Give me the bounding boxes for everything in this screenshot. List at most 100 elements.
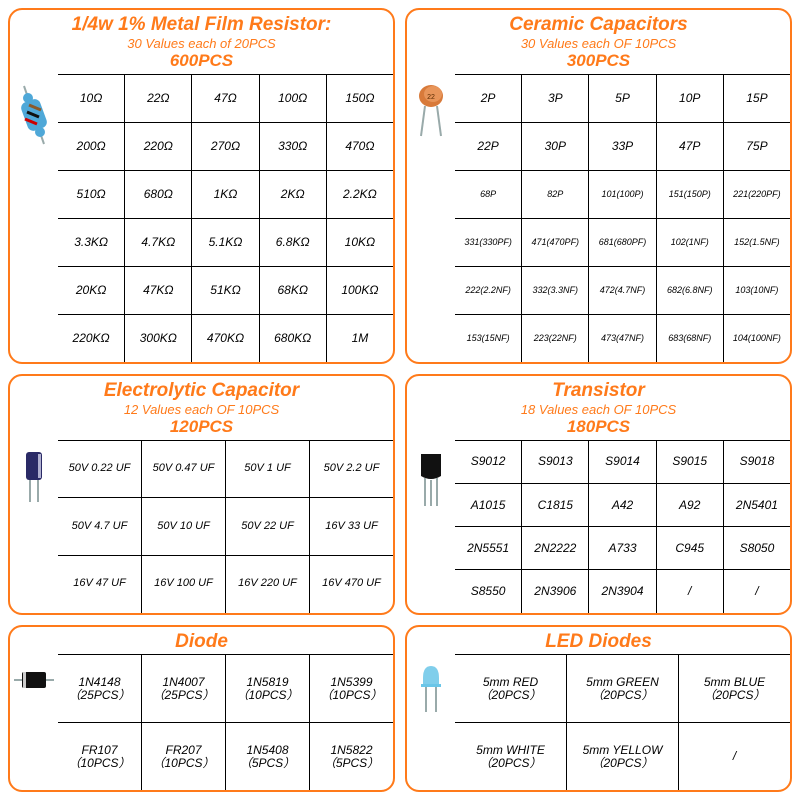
diode-icon	[10, 654, 58, 790]
table-cell: 150Ω	[326, 74, 393, 122]
table-cell: S9012	[455, 440, 521, 483]
svg-text:22: 22	[427, 94, 435, 101]
table-row: 220KΩ300KΩ470KΩ680KΩ1M	[58, 314, 393, 362]
table-row: S9012S9013S9014S9015S9018	[455, 440, 790, 483]
table-cell: 30P	[521, 122, 588, 170]
led-title: LED Diodes	[409, 631, 788, 653]
table-cell: 16V 100 UF	[141, 555, 225, 613]
resistor-subtitle: 30 Values each of 20PCS	[12, 36, 391, 52]
table-row: 1N4148（25PCS）1N4007（25PCS）1N5819（10PCS）1…	[58, 654, 393, 722]
table-cell: 68P	[455, 170, 521, 218]
table-cell: 152(1.5NF)	[723, 218, 790, 266]
table-cell: 682(6.8NF)	[656, 266, 723, 314]
table-cell: 510Ω	[58, 170, 124, 218]
table-cell: 683(68NF)	[656, 314, 723, 362]
table-cell: 153(15NF)	[455, 314, 521, 362]
ceramic-panel: Ceramic Capacitors 30 Values each OF 10P…	[405, 8, 792, 364]
table-cell: 5mm RED（20PCS）	[455, 654, 566, 722]
table-cell: 1KΩ	[191, 170, 258, 218]
table-cell: 50V 2.2 UF	[309, 440, 393, 498]
table-cell: 680Ω	[124, 170, 191, 218]
table-cell: 47KΩ	[124, 266, 191, 314]
table-cell: 6.8KΩ	[259, 218, 326, 266]
table-cell: 68KΩ	[259, 266, 326, 314]
electrolytic-panel: Electrolytic Capacitor 12 Values each OF…	[8, 374, 395, 615]
table-row: 5mm WHITE（20PCS）5mm YELLOW（20PCS）/	[455, 722, 790, 790]
table-row: 22P30P33P47P75P	[455, 122, 790, 170]
table-cell: 221(220PF)	[723, 170, 790, 218]
table-cell: 100Ω	[259, 74, 326, 122]
table-row: 16V 47 UF16V 100 UF16V 220 UF16V 470 UF	[58, 555, 393, 613]
table-cell: C945	[656, 526, 723, 569]
table-cell: 300KΩ	[124, 314, 191, 362]
table-row: 200Ω220Ω270Ω330Ω470Ω	[58, 122, 393, 170]
table-cell: 51KΩ	[191, 266, 258, 314]
table-cell: 5.1KΩ	[191, 218, 258, 266]
transistor-header: Transistor 18 Values each OF 10PCS 180PC…	[407, 376, 790, 440]
table-row: 20KΩ47KΩ51KΩ68KΩ100KΩ	[58, 266, 393, 314]
electrolytic-total: 120PCS	[12, 417, 391, 437]
table-cell: A1015	[455, 483, 521, 526]
table-cell: 332(3.3NF)	[521, 266, 588, 314]
table-cell: 75P	[723, 122, 790, 170]
table-cell: 50V 10 UF	[141, 497, 225, 555]
table-row: 510Ω680Ω1KΩ2KΩ2.2KΩ	[58, 170, 393, 218]
table-cell: 4.7KΩ	[124, 218, 191, 266]
table-cell: 681(680PF)	[588, 218, 655, 266]
table-cell: 2N5551	[455, 526, 521, 569]
table-cell: 47Ω	[191, 74, 258, 122]
table-cell: A733	[588, 526, 655, 569]
table-cell: 104(100NF)	[723, 314, 790, 362]
table-cell: 82P	[521, 170, 588, 218]
table-cell: 33P	[588, 122, 655, 170]
table-cell: S9015	[656, 440, 723, 483]
table-cell: 3.3KΩ	[58, 218, 124, 266]
table-cell: 10P	[656, 74, 723, 122]
table-cell: 22P	[455, 122, 521, 170]
table-cell: 102(1NF)	[656, 218, 723, 266]
table-cell: 10Ω	[58, 74, 124, 122]
table-cell: 220KΩ	[58, 314, 124, 362]
table-cell: 50V 0.47 UF	[141, 440, 225, 498]
diode-panel: Diode 1N4148（25PCS）1N4007（25PCS）1N5819（1…	[8, 625, 395, 792]
table-cell: 200Ω	[58, 122, 124, 170]
transistor-table: S9012S9013S9014S9015S9018A1015C1815A42A9…	[455, 440, 790, 613]
diode-title: Diode	[12, 631, 391, 653]
table-cell: 50V 0.22 UF	[58, 440, 141, 498]
table-cell: 50V 1 UF	[225, 440, 309, 498]
table-row: 50V 4.7 UF50V 10 UF50V 22 UF16V 33 UF	[58, 497, 393, 555]
table-cell: S8050	[723, 526, 790, 569]
table-row: 5mm RED（20PCS）5mm GREEN（20PCS）5mm BLUE（2…	[455, 654, 790, 722]
table-cell: 1N5399（10PCS）	[309, 654, 393, 722]
table-cell: 16V 47 UF	[58, 555, 141, 613]
table-row: 222(2.2NF)332(3.3NF)472(4.7NF)682(6.8NF)…	[455, 266, 790, 314]
electrolytic-header: Electrolytic Capacitor 12 Values each OF…	[10, 376, 393, 440]
table-cell: 50V 22 UF	[225, 497, 309, 555]
table-row: 2N55512N2222A733C945S8050	[455, 526, 790, 569]
table-cell: 470KΩ	[191, 314, 258, 362]
table-row: 10Ω22Ω47Ω100Ω150Ω	[58, 74, 393, 122]
table-cell: S9018	[723, 440, 790, 483]
table-cell: 1N5819（10PCS）	[225, 654, 309, 722]
table-cell: 330Ω	[259, 122, 326, 170]
electrolytic-icon	[10, 440, 58, 613]
table-cell: C1815	[521, 483, 588, 526]
table-cell: 471(470PF)	[521, 218, 588, 266]
table-cell: 10KΩ	[326, 218, 393, 266]
table-cell: 3P	[521, 74, 588, 122]
resistor-total: 600PCS	[12, 51, 391, 71]
table-cell: 2.2KΩ	[326, 170, 393, 218]
transistor-icon	[407, 440, 455, 613]
led-table: 5mm RED（20PCS）5mm GREEN（20PCS）5mm BLUE（2…	[455, 654, 790, 790]
table-cell: 472(4.7NF)	[588, 266, 655, 314]
ceramic-title: Ceramic Capacitors	[409, 14, 788, 36]
table-cell: FR107（10PCS）	[58, 722, 141, 790]
table-cell: S9014	[588, 440, 655, 483]
table-cell: 2P	[455, 74, 521, 122]
table-cell: 16V 470 UF	[309, 555, 393, 613]
table-row: 3.3KΩ4.7KΩ5.1KΩ6.8KΩ10KΩ	[58, 218, 393, 266]
table-cell: S9013	[521, 440, 588, 483]
table-cell: 2N5401	[723, 483, 790, 526]
table-cell: 2N2222	[521, 526, 588, 569]
electrolytic-subtitle: 12 Values each OF 10PCS	[12, 402, 391, 418]
